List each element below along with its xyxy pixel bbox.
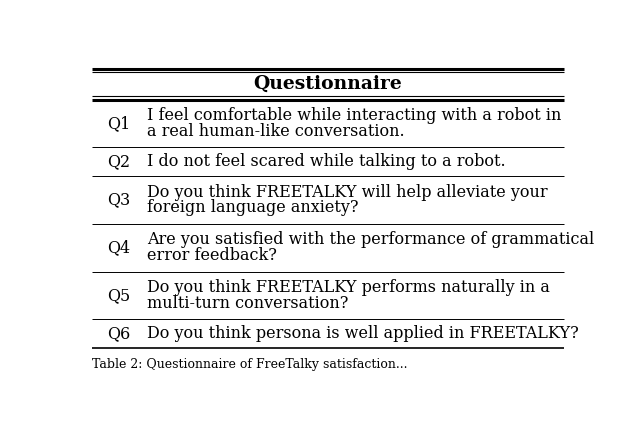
Text: I feel comfortable while interacting with a robot in: I feel comfortable while interacting wit… [147,107,561,124]
Text: Q6: Q6 [108,325,131,342]
Text: I do not feel scared while talking to a robot.: I do not feel scared while talking to a … [147,153,506,170]
Text: multi-turn conversation?: multi-turn conversation? [147,295,348,312]
Text: Q1: Q1 [108,115,131,132]
Text: Table 2: Questionnaire of FreeTalky satisfaction...: Table 2: Questionnaire of FreeTalky sati… [92,358,408,371]
Text: Do you think FREETALKY performs naturally in a: Do you think FREETALKY performs naturall… [147,279,550,296]
Text: Q2: Q2 [108,153,131,170]
Text: Are you satisfied with the performance of grammatical: Are you satisfied with the performance o… [147,231,594,248]
Text: Q4: Q4 [108,239,131,256]
Text: Do you think persona is well applied in FREETALKY?: Do you think persona is well applied in … [147,325,579,342]
Text: Q3: Q3 [108,191,131,208]
Text: a real human-like conversation.: a real human-like conversation. [147,123,404,140]
Text: Questionnaire: Questionnaire [253,75,403,93]
Text: Q5: Q5 [108,287,131,304]
Text: foreign language anxiety?: foreign language anxiety? [147,199,358,216]
Text: error feedback?: error feedback? [147,247,277,264]
Text: Do you think FREETALKY will help alleviate your: Do you think FREETALKY will help allevia… [147,184,548,200]
